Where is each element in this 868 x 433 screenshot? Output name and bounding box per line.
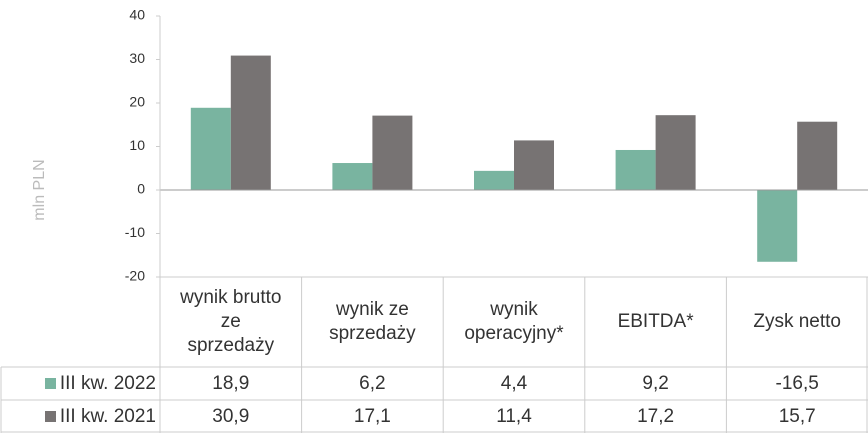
y-tick-label: 0: [137, 181, 145, 197]
cell-text: 17,1: [353, 405, 391, 427]
cell-text: -16,5: [775, 372, 819, 394]
legend-entry: III kw. 2021: [4, 400, 156, 433]
table-value: 6,2: [302, 367, 444, 400]
table-value: 9,2: [585, 367, 727, 400]
cell-text: wynik operacyjny*: [464, 299, 564, 344]
legend-swatch: [44, 411, 56, 422]
y-tick-label: -20: [125, 268, 145, 284]
y-tick-label: 20: [129, 94, 145, 110]
category-label: wynik ze sprzedaży: [302, 277, 444, 367]
cell-text: 4,4: [500, 372, 528, 394]
cell-text: 6,2: [359, 372, 386, 394]
table-value: 4,4: [443, 367, 585, 400]
table-value: 30,9: [160, 400, 302, 433]
y-tick-label: 10: [129, 137, 145, 153]
cell-text: 11,4: [496, 405, 532, 427]
table-value: 11,4: [443, 400, 585, 433]
cell-text: 17,2: [637, 405, 675, 427]
bar: [615, 149, 656, 190]
category-label: Zysk netto: [726, 277, 868, 367]
cell-text: Zysk netto: [753, 311, 842, 332]
table-value: 17,2: [585, 400, 727, 433]
table-value: -16,5: [726, 367, 868, 400]
legend-label: III kw. 2021: [59, 405, 156, 427]
table-value: 15,7: [726, 400, 868, 433]
y-tick-label: 30: [129, 50, 145, 66]
bar: [230, 55, 271, 191]
y-tick-label: 40: [129, 7, 145, 23]
y-axis-label: mln PLN: [31, 159, 48, 220]
cell-text: 9,2: [642, 372, 669, 394]
legend-swatch: [44, 378, 56, 389]
cell-text: wynik brutto ze sprzedaży: [180, 287, 282, 356]
cell-text: 15,7: [778, 405, 816, 427]
cell-text: wynik ze sprzedaży: [329, 299, 416, 344]
cell-text: 30,9: [212, 405, 250, 427]
y-tick-label: -10: [125, 224, 145, 240]
cell-text: EBITDA*: [617, 311, 694, 332]
bar: [797, 121, 838, 190]
table-value: 17,1: [302, 400, 444, 433]
category-label: wynik operacyjny*: [443, 277, 585, 367]
bar: [332, 163, 373, 190]
table-value: 18,9: [160, 367, 302, 400]
bar: [514, 140, 554, 190]
bar: [655, 115, 696, 190]
legend-entry: III kw. 2022: [4, 367, 156, 400]
bar: [757, 190, 798, 262]
category-label: EBITDA*: [585, 277, 727, 367]
cell-text: 18,9: [212, 372, 250, 394]
bar: [372, 115, 413, 190]
category-label: wynik brutto ze sprzedaży: [160, 277, 302, 367]
bar: [190, 107, 231, 190]
legend-label: III kw. 2022: [59, 372, 156, 394]
bar: [474, 170, 514, 190]
